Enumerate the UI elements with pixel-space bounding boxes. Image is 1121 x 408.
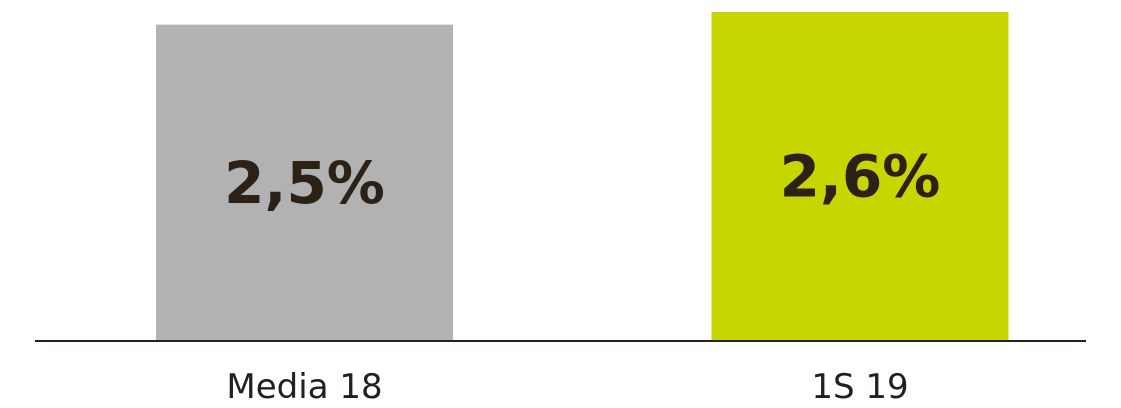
bar-media-18 [156, 24, 453, 342]
labels-group: 2,5% Media 18 2,6% 1S 19 [224, 143, 940, 408]
bar-1s-19 [711, 12, 1009, 341]
bar-value-label: 2,6% [780, 143, 941, 211]
category-label: 1S 19 [811, 367, 908, 407]
bar-value-label: 2,5% [224, 149, 385, 217]
category-label: Media 18 [226, 367, 382, 407]
bars-group [156, 12, 1009, 342]
